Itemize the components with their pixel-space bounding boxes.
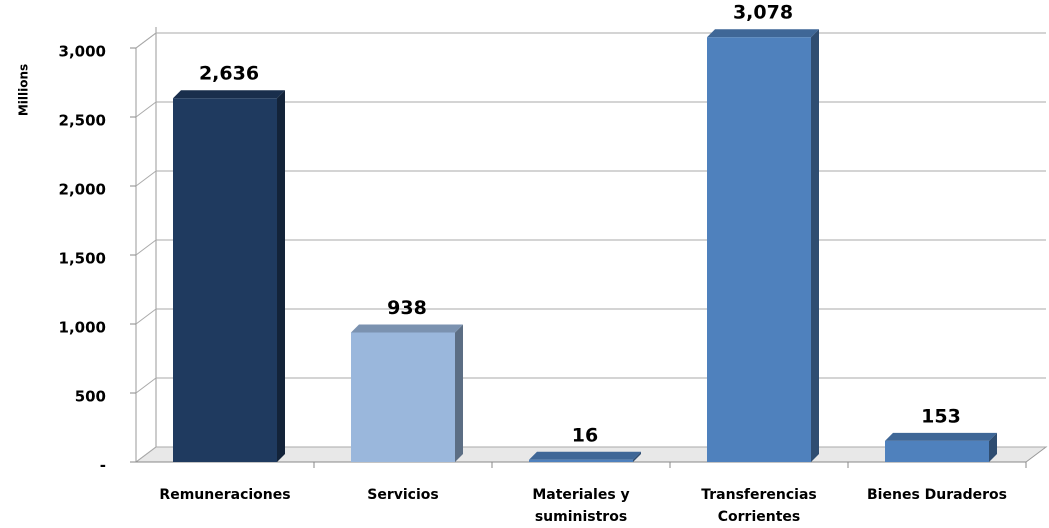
value-label: 153 <box>921 405 961 427</box>
bar-side <box>455 324 463 462</box>
bar-front <box>173 98 277 463</box>
bar-side <box>811 29 819 463</box>
bar <box>351 324 463 462</box>
x-tick-label: Transferencias Corrientes <box>701 487 817 525</box>
x-tick-label: Materiales y suministros <box>532 487 630 525</box>
y-tick-label: - <box>100 457 106 475</box>
value-label: 2,636 <box>199 63 259 85</box>
bar <box>173 90 285 463</box>
y-tick-label: 500 <box>75 388 106 406</box>
bar-side <box>989 432 997 462</box>
y-tick-label: 2,000 <box>59 181 106 199</box>
grid-line <box>135 32 1046 49</box>
bar-top <box>529 451 641 460</box>
value-label: 3,078 <box>733 2 793 24</box>
bar-front <box>885 440 989 462</box>
y-tick-label: 1,500 <box>59 250 106 268</box>
y-tick-label: 3,000 <box>59 43 106 61</box>
bar-front <box>529 459 633 462</box>
bar-top <box>173 90 285 99</box>
x-tick-label: Servicios <box>367 487 439 503</box>
y-tick-label: 2,500 <box>59 112 106 130</box>
bar-side <box>633 451 641 462</box>
bar <box>885 432 997 462</box>
y-tick-label: 1,000 <box>59 319 106 337</box>
bar-top <box>707 29 819 38</box>
bar-front <box>707 37 811 463</box>
bar-top <box>885 432 997 441</box>
bar <box>529 451 641 462</box>
bar-side <box>277 90 285 463</box>
x-tick-label: Remuneraciones <box>159 487 291 503</box>
bar-top <box>351 324 463 333</box>
bar-front <box>351 332 455 462</box>
bar <box>707 29 819 463</box>
x-tick-label: Bienes Duraderos <box>867 487 1007 503</box>
y-axis-label: Millions <box>17 64 31 116</box>
value-label: 938 <box>387 297 427 319</box>
value-label: 16 <box>572 424 598 446</box>
